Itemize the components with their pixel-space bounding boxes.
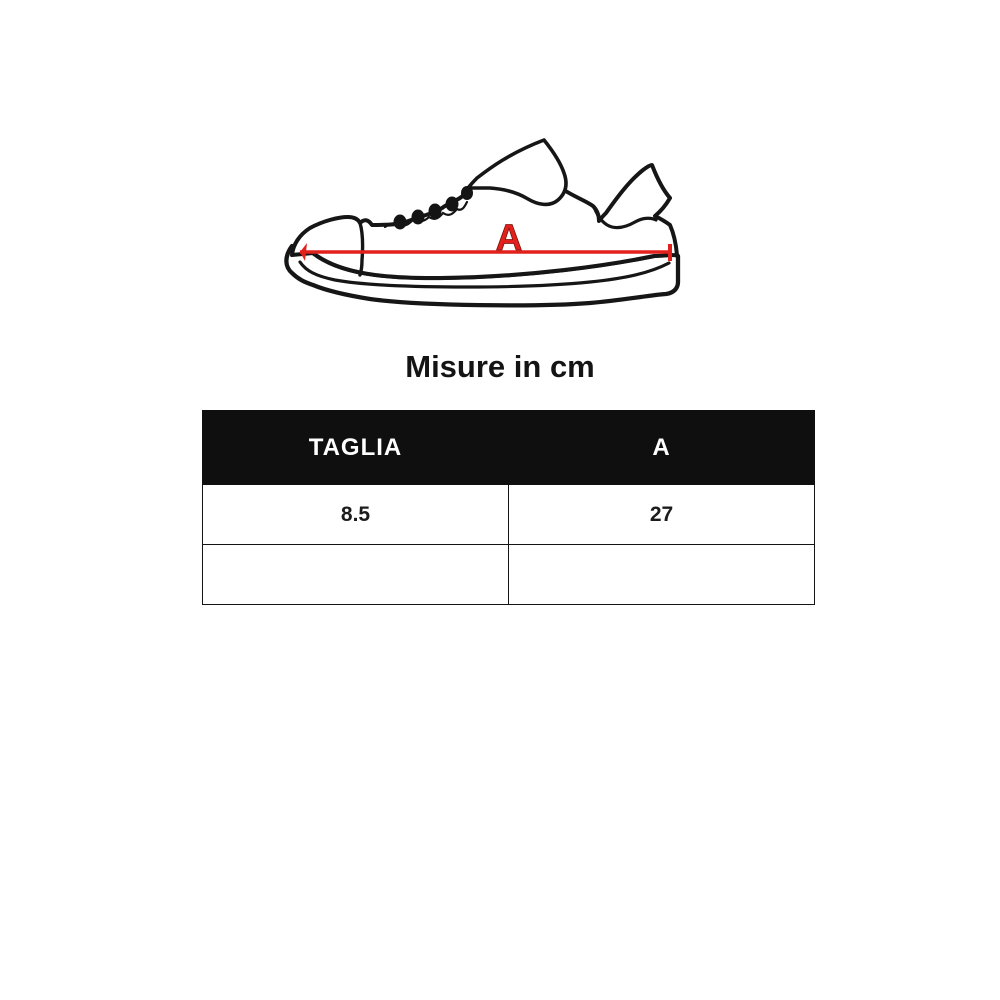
- svg-text:A: A: [496, 217, 523, 258]
